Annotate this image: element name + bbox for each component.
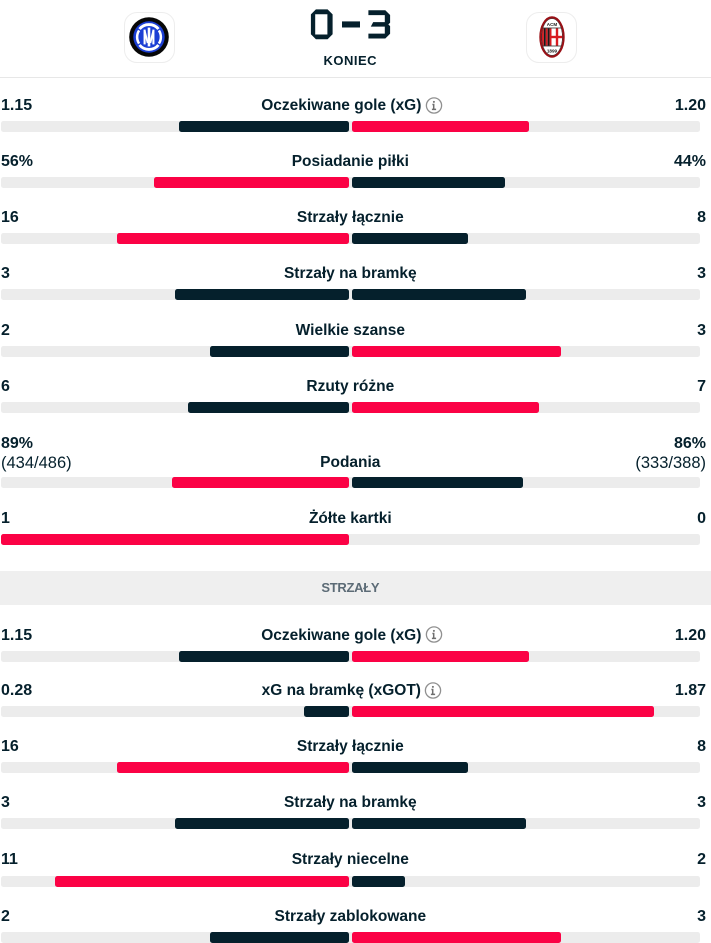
svg-text:ACM: ACM <box>546 22 557 27</box>
svg-text:1899: 1899 <box>546 49 557 54</box>
